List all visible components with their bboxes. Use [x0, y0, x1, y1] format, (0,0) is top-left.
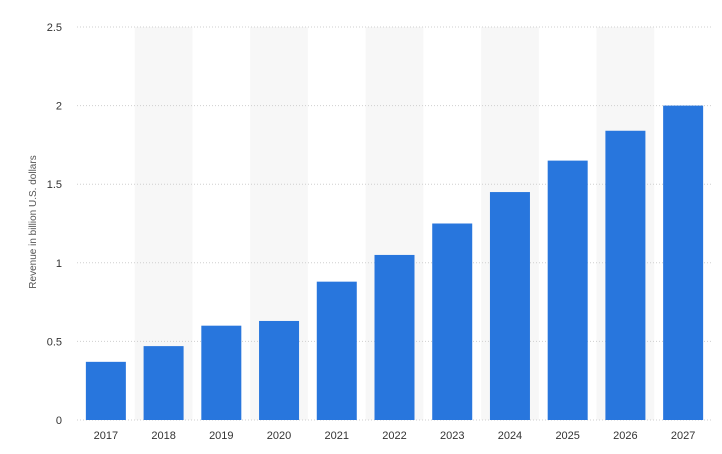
y-tick-label: 0.5: [47, 336, 62, 348]
x-tick-label: 2027: [671, 430, 695, 442]
x-tick-label: 2022: [382, 430, 406, 442]
x-tick-label: 2017: [94, 430, 118, 442]
y-tick-label: 1: [56, 258, 62, 270]
y-tick-label: 2: [56, 101, 62, 113]
y-axis-label: Revenue in billion U.S. dollars: [28, 155, 39, 288]
x-tick-label: 2019: [209, 430, 233, 442]
y-axis-ticks: 0 0.5 1 1.5 2 2.5: [47, 22, 62, 427]
bars: [85, 105, 704, 421]
x-tick-label: 2024: [498, 430, 522, 442]
bar-2022[interactable]: [374, 254, 415, 420]
bar-2018[interactable]: [143, 346, 184, 420]
bar-2027[interactable]: [663, 105, 704, 420]
x-tick-label: 2026: [613, 430, 637, 442]
y-tick-label: 2.5: [47, 22, 62, 34]
x-tick-label: 2025: [555, 430, 579, 442]
x-tick-label: 2021: [325, 430, 349, 442]
y-tick-label: 0: [56, 415, 62, 427]
bar-2025[interactable]: [547, 160, 588, 420]
bar-2021[interactable]: [316, 281, 357, 420]
bar-2023[interactable]: [432, 223, 473, 421]
bar-2017[interactable]: [85, 361, 126, 420]
x-axis-ticks: 2017 2018 2019 2020 2021 2022 2023 2024 2025 2026…: [94, 430, 696, 442]
bar-2026[interactable]: [605, 130, 646, 420]
bar-2019[interactable]: [201, 325, 242, 420]
x-tick-label: 2020: [267, 430, 291, 442]
x-tick-label: 2023: [440, 430, 464, 442]
bar-2020[interactable]: [259, 320, 300, 420]
y-tick-label: 1.5: [47, 179, 62, 191]
bar-2024[interactable]: [489, 192, 530, 420]
x-tick-label: 2018: [151, 430, 175, 442]
